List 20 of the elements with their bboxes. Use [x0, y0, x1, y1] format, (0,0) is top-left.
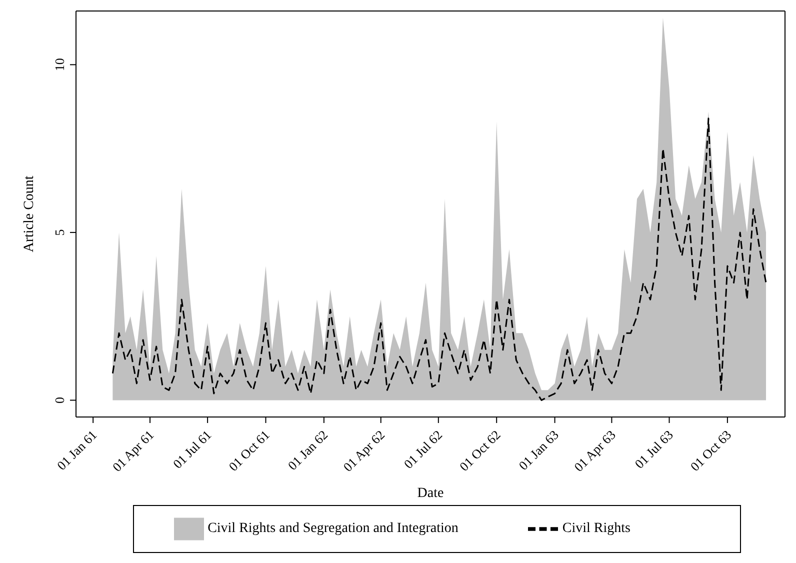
legend-label: Civil Rights	[562, 521, 630, 536]
y-tick-label: 0	[52, 396, 67, 404]
legend-label: Civil Rights and Segregation and Integration	[208, 521, 458, 536]
x-tick-label: 01 Apr 63	[571, 427, 618, 474]
x-tick-label: 01 Jan 61	[54, 427, 100, 473]
x-tick-label: 01 Jul 61	[170, 427, 214, 472]
y-tick-label: 5	[52, 229, 67, 236]
x-tick-label: 01 Oct 62	[456, 427, 504, 474]
x-tick-label: 01 Oct 63	[687, 427, 734, 474]
x-tick-label: 01 Jan 63	[516, 427, 562, 473]
x-tick-label: 01 Jan 62	[284, 427, 331, 473]
x-tick-label: 01 Oct 61	[226, 427, 272, 474]
x-axis-title: Date	[417, 486, 444, 501]
x-tick-label: 01 Jul 63	[632, 427, 676, 472]
line-series	[112, 118, 767, 401]
x-tick-label: 01 Apr 62	[340, 427, 388, 474]
x-tick-label: 01 Apr 61	[109, 427, 157, 474]
y-tick-label: 10	[52, 58, 67, 72]
y-axis-title: Article Count	[22, 176, 37, 252]
x-tick-label: 01 Jul 62	[400, 427, 446, 472]
